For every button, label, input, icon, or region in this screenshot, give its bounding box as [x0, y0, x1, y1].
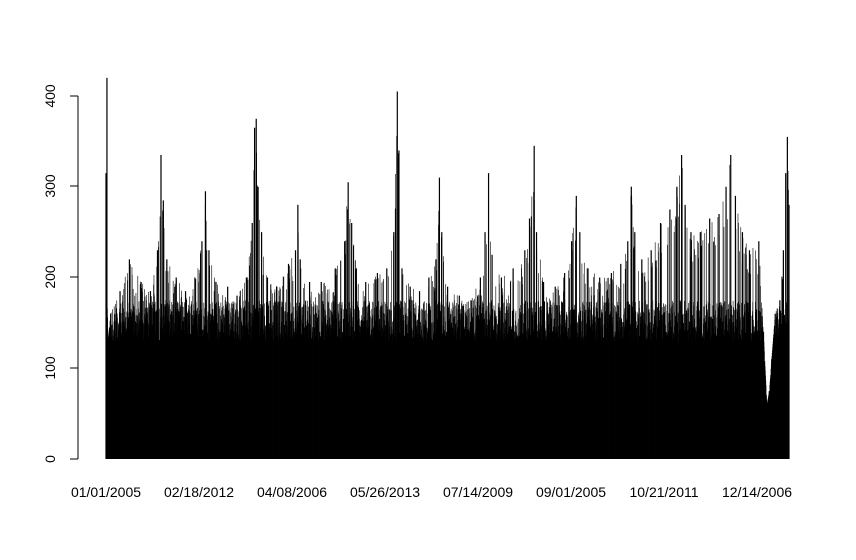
y-tick-label-200: 200 [42, 265, 58, 289]
x-tick-label-1: 01/01/2005 [71, 484, 141, 500]
x-tick-label-4: 05/26/2013 [350, 484, 420, 500]
x-tick-label-5: 07/14/2009 [443, 484, 513, 500]
x-tick-label-7: 10/21/2011 [629, 484, 698, 500]
x-tick-label-3: 04/08/2006 [257, 484, 327, 500]
x-axis: 01/01/2005 02/18/2012 04/08/2006 05/26/2… [71, 484, 792, 500]
y-axis: 0 100 200 300 400 [42, 84, 79, 463]
y-tick-label-300: 300 [42, 174, 58, 198]
x-tick-label-8: 12/14/2006 [722, 484, 792, 500]
bar-series [105, 77, 790, 459]
x-tick-label-6: 09/01/2005 [536, 484, 606, 500]
y-tick-label-100: 100 [42, 356, 58, 380]
x-tick-label-2: 02/18/2012 [164, 484, 234, 500]
y-tick-label-0: 0 [42, 455, 58, 463]
y-tick-label-400: 400 [42, 84, 58, 108]
